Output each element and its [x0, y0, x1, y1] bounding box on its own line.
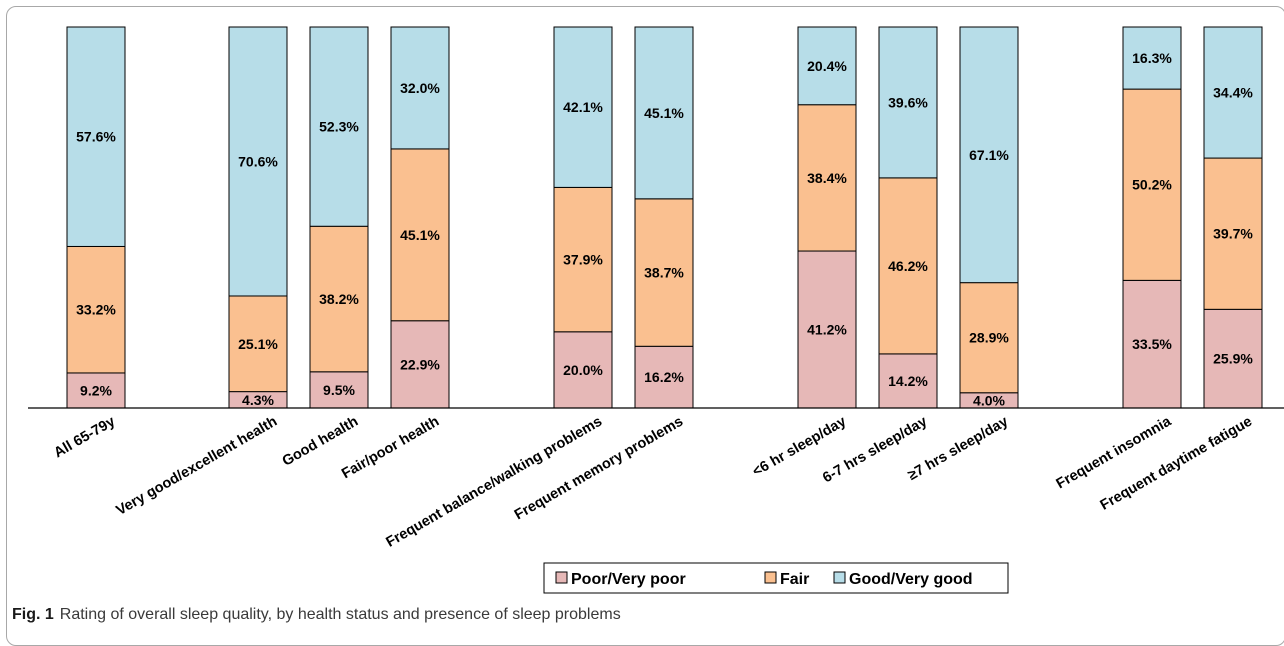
bar-segment-poor — [634, 345, 694, 409]
legend: Poor/Very poor Fair Good/Very good — [543, 562, 1009, 594]
data-label: 25.9% — [1213, 351, 1253, 367]
data-label: 20.0% — [563, 362, 603, 378]
data-label: 20.4% — [807, 58, 847, 74]
data-label: 4.3% — [242, 392, 274, 408]
data-label: 38.2% — [319, 291, 359, 307]
data-label: 46.2% — [888, 258, 928, 274]
data-label: 28.9% — [969, 330, 1009, 346]
legend-item-poor-label: Poor/Very poor — [571, 571, 686, 588]
bar-segment-good — [553, 26, 613, 188]
bar-segment-fair — [878, 177, 938, 355]
data-label: 33.2% — [76, 302, 116, 318]
bar-segment-good — [797, 26, 857, 106]
data-label: 52.3% — [319, 119, 359, 135]
data-label: 33.5% — [1132, 336, 1172, 352]
data-label: 16.2% — [644, 369, 684, 385]
caption-text: Rating of overall sleep quality, by heal… — [59, 606, 621, 623]
legend-item-fair-swatch — [764, 571, 777, 584]
data-label: 45.1% — [400, 227, 440, 243]
data-label: 38.4% — [807, 170, 847, 186]
stacked-bar-chart: 9.2% 33.2% 57.6% 4.3% 25.1% 70.6% 9.5% 38.2% 52.… — [28, 26, 1284, 594]
bar-segment-good — [228, 26, 288, 297]
data-label: 45.1% — [644, 105, 684, 121]
data-label: 16.3% — [1132, 50, 1172, 66]
bar-segment-fair — [309, 225, 369, 373]
data-label: 4.0% — [973, 392, 1005, 408]
bar-segment-poor — [553, 331, 613, 409]
x-tick-label: Frequent daytime fatigue — [1098, 414, 1255, 514]
data-label: 41.2% — [807, 322, 847, 338]
data-label: 32.0% — [400, 80, 440, 96]
x-tick-label: All 65-79y — [51, 414, 118, 462]
legend-item-good-label: Good/Very good — [849, 571, 973, 588]
bar-segment-good — [1203, 26, 1263, 159]
bar-segment-good — [878, 26, 938, 179]
legend-item-good-swatch — [833, 571, 846, 584]
bar-segment-fair — [228, 295, 288, 393]
bar-segment-poor — [797, 250, 857, 409]
bar-segment-poor — [390, 320, 450, 409]
bar-segment-fair — [1203, 157, 1263, 310]
bars-layer: 9.2% 33.2% 57.6% 4.3% 25.1% 70.6% 9.5% 38.2% 52.… — [66, 26, 1263, 409]
data-label: 25.1% — [238, 336, 278, 352]
bar-segment-good — [390, 26, 450, 150]
x-tick-label: Very good/excellent health — [114, 414, 280, 519]
data-label: 67.1% — [969, 147, 1009, 163]
data-label: 9.2% — [80, 382, 112, 398]
data-label: 22.9% — [400, 356, 440, 372]
bar-segment-fair — [634, 198, 694, 347]
figure-number: Fig. 1 — [12, 606, 54, 623]
bar-segment-good — [66, 26, 126, 247]
bar-segment-good — [959, 26, 1019, 284]
data-label: 34.4% — [1213, 85, 1253, 101]
data-label: 39.7% — [1213, 226, 1253, 242]
data-label: 37.9% — [563, 252, 603, 268]
figure-caption: Fig. 1 Rating of overall sleep quality, b… — [12, 606, 621, 624]
x-tick-label: Good health — [280, 414, 361, 470]
data-label: 9.5% — [323, 382, 355, 398]
bar-segment-good — [634, 26, 694, 200]
data-label: 42.1% — [563, 99, 603, 115]
legend-item-fair-label: Fair — [780, 571, 809, 588]
data-label: 39.6% — [888, 94, 928, 110]
bar-segment-fair — [797, 104, 857, 252]
bar-segment-fair — [66, 245, 126, 374]
data-label: 38.7% — [644, 265, 684, 281]
data-label: 57.6% — [76, 129, 116, 145]
bar-segment-good — [309, 26, 369, 227]
legend-item-poor-swatch — [555, 571, 568, 584]
bar-segment-poor — [309, 371, 369, 409]
bar-segment-fair — [959, 282, 1019, 394]
data-label: 50.2% — [1132, 177, 1172, 193]
data-label: 70.6% — [238, 153, 278, 169]
bar-segment-fair — [553, 186, 613, 333]
data-label: 14.2% — [888, 373, 928, 389]
bar-segment-good — [1122, 26, 1182, 90]
